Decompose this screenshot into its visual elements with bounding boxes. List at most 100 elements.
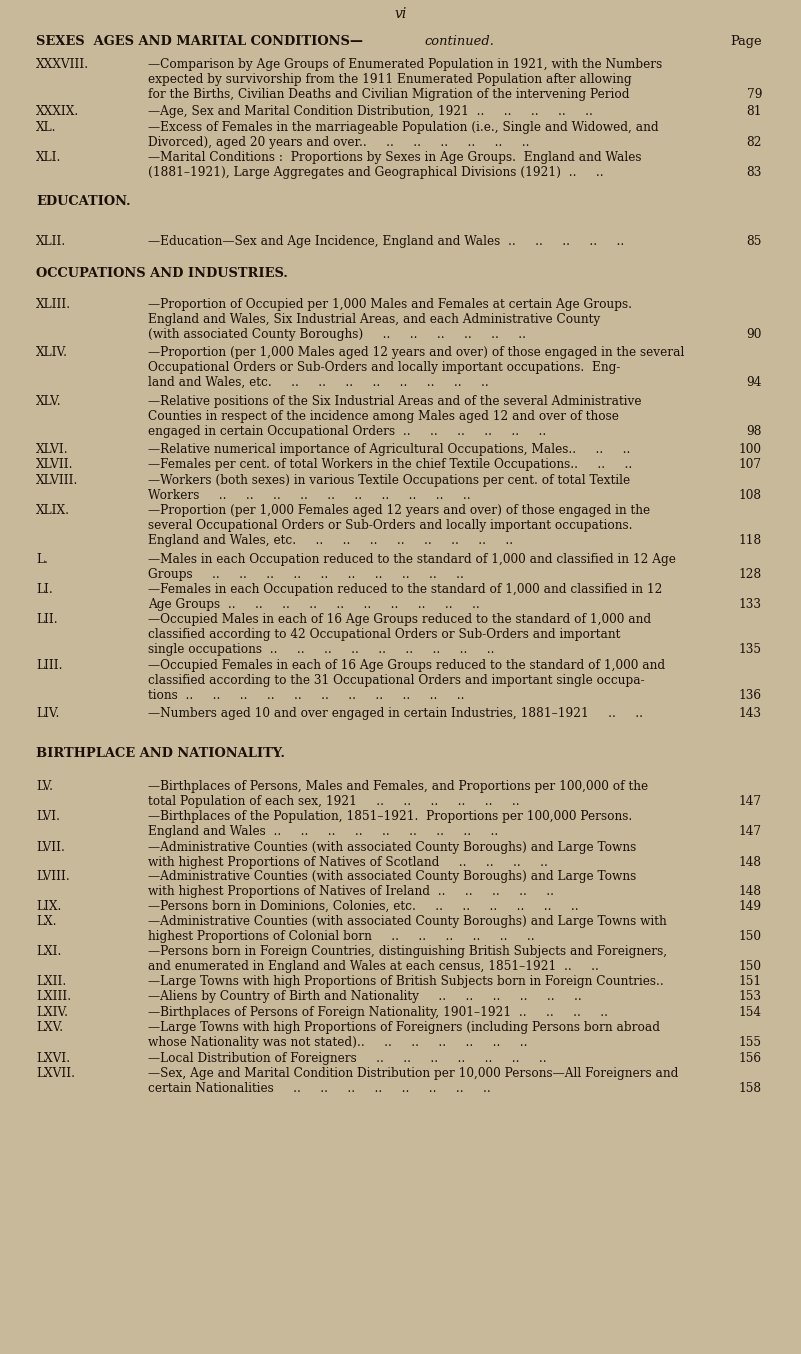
- Text: 81: 81: [747, 106, 762, 118]
- Text: for the Births, Civilian Deaths and Civilian Migration of the intervening Period: for the Births, Civilian Deaths and Civi…: [148, 88, 630, 100]
- Text: XL.: XL.: [36, 121, 57, 134]
- Text: LVI.: LVI.: [36, 810, 60, 823]
- Text: —Birthplaces of Persons of Foreign Nationality, 1901–1921  ..     ..     ..     : —Birthplaces of Persons of Foreign Natio…: [148, 1006, 608, 1020]
- Text: LXIII.: LXIII.: [36, 990, 71, 1003]
- Text: SEXES  AGES AND MARITAL CONDITIONS—: SEXES AGES AND MARITAL CONDITIONS—: [36, 35, 363, 47]
- Text: England and Wales  ..     ..     ..     ..     ..     ..     ..     ..     ..: England and Wales .. .. .. .. .. .. .. .…: [148, 825, 498, 838]
- Text: LXII.: LXII.: [36, 975, 66, 988]
- Text: 128: 128: [739, 567, 762, 581]
- Text: single occupations  ..     ..     ..     ..     ..     ..     ..     ..     ..: single occupations .. .. .. .. .. .. .. …: [148, 643, 494, 655]
- Text: 153: 153: [739, 990, 762, 1003]
- Text: 158: 158: [739, 1082, 762, 1095]
- Text: 148: 148: [739, 884, 762, 898]
- Text: 149: 149: [739, 900, 762, 913]
- Text: 118: 118: [739, 533, 762, 547]
- Text: LXVI.: LXVI.: [36, 1052, 70, 1066]
- Text: highest Proportions of Colonial born     ..     ..     ..     ..     ..     ..: highest Proportions of Colonial born .. …: [148, 930, 534, 942]
- Text: LX.: LX.: [36, 915, 57, 927]
- Text: —Relative positions of the Six Industrial Areas and of the several Administrativ: —Relative positions of the Six Industria…: [148, 395, 642, 408]
- Text: LVII.: LVII.: [36, 841, 65, 854]
- Text: —Relative numerical importance of Agricultural Occupations, Males..     ..     .: —Relative numerical importance of Agricu…: [148, 443, 630, 456]
- Text: and enumerated in England and Wales at each census, 1851–1921  ..     ..: and enumerated in England and Wales at e…: [148, 960, 599, 972]
- Text: —Aliens by Country of Birth and Nationality     ..     ..     ..     ..     ..  : —Aliens by Country of Birth and National…: [148, 990, 582, 1003]
- Text: 83: 83: [747, 165, 762, 179]
- Text: 108: 108: [739, 489, 762, 502]
- Text: —Administrative Counties (with associated County Boroughs) and Large Towns with: —Administrative Counties (with associate…: [148, 915, 666, 927]
- Text: 107: 107: [739, 458, 762, 471]
- Text: —Proportion (per 1,000 Females aged 12 years and over) of those engaged in the: —Proportion (per 1,000 Females aged 12 y…: [148, 504, 650, 517]
- Text: Occupational Orders or Sub-Orders and locally important occupations.  Eng-: Occupational Orders or Sub-Orders and lo…: [148, 360, 621, 374]
- Text: Age Groups  ..     ..     ..     ..     ..     ..     ..     ..     ..     ..: Age Groups .. .. .. .. .. .. .. .. .. ..: [148, 598, 480, 611]
- Text: several Occupational Orders or Sub-Orders and locally important occupations.: several Occupational Orders or Sub-Order…: [148, 519, 633, 532]
- Text: certain Nationalities     ..     ..     ..     ..     ..     ..     ..     ..: certain Nationalities .. .. .. .. .. .. …: [148, 1082, 491, 1095]
- Text: EDUCATION.: EDUCATION.: [36, 195, 131, 209]
- Text: 147: 147: [739, 795, 762, 808]
- Text: XLIV.: XLIV.: [36, 347, 68, 359]
- Text: engaged in certain Occupational Orders  ..     ..     ..     ..     ..     ..: engaged in certain Occupational Orders .…: [148, 425, 546, 437]
- Text: LVIII.: LVIII.: [36, 871, 70, 883]
- Text: —Proportion of Occupied per 1,000 Males and Females at certain Age Groups.: —Proportion of Occupied per 1,000 Males …: [148, 298, 632, 311]
- Text: 148: 148: [739, 856, 762, 869]
- Text: XLVI.: XLVI.: [36, 443, 69, 456]
- Text: —Occupied Males in each of 16 Age Groups reduced to the standard of 1,000 and: —Occupied Males in each of 16 Age Groups…: [148, 613, 651, 626]
- Text: (with associated County Boroughs)     ..     ..     ..     ..     ..     ..: (with associated County Boroughs) .. .. …: [148, 328, 526, 341]
- Text: XLVII.: XLVII.: [36, 458, 74, 471]
- Text: 150: 150: [739, 930, 762, 942]
- Text: Divorced), aged 20 years and over..     ..     ..     ..     ..     ..     ..: Divorced), aged 20 years and over.. .. .…: [148, 135, 529, 149]
- Text: —Age, Sex and Marital Condition Distribution, 1921  ..     ..     ..     ..     : —Age, Sex and Marital Condition Distribu…: [148, 106, 593, 118]
- Text: Counties in respect of the incidence among Males aged 12 and over of those: Counties in respect of the incidence amo…: [148, 410, 619, 422]
- Text: classified according to 42 Occupational Orders or Sub-Orders and important: classified according to 42 Occupational …: [148, 628, 621, 640]
- Text: England and Wales, Six Industrial Areas, and each Administrative County: England and Wales, Six Industrial Areas,…: [148, 313, 600, 326]
- Text: —Persons born in Dominions, Colonies, etc.     ..     ..     ..     ..     ..   : —Persons born in Dominions, Colonies, et…: [148, 900, 578, 913]
- Text: —Males in each Occupation reduced to the standard of 1,000 and classified in 12 : —Males in each Occupation reduced to the…: [148, 552, 676, 566]
- Text: with highest Proportions of Natives of Scotland     ..     ..     ..     ..: with highest Proportions of Natives of S…: [148, 856, 548, 869]
- Text: 133: 133: [739, 598, 762, 611]
- Text: —Birthplaces of Persons, Males and Females, and Proportions per 100,000 of the: —Birthplaces of Persons, Males and Femal…: [148, 780, 648, 793]
- Text: OCCUPATIONS AND INDUSTRIES.: OCCUPATIONS AND INDUSTRIES.: [36, 267, 288, 280]
- Text: —Administrative Counties (with associated County Boroughs) and Large Towns: —Administrative Counties (with associate…: [148, 841, 636, 854]
- Text: LXI.: LXI.: [36, 945, 62, 959]
- Text: (1881–1921), Large Aggregates and Geographical Divisions (1921)  ..     ..: (1881–1921), Large Aggregates and Geogra…: [148, 165, 604, 179]
- Text: 143: 143: [739, 707, 762, 720]
- Text: —Females in each Occupation reduced to the standard of 1,000 and classified in 1: —Females in each Occupation reduced to t…: [148, 584, 662, 596]
- Text: Groups     ..     ..     ..     ..     ..     ..     ..     ..     ..     ..: Groups .. .. .. .. .. .. .. .. .. ..: [148, 567, 464, 581]
- Text: —Administrative Counties (with associated County Boroughs) and Large Towns: —Administrative Counties (with associate…: [148, 871, 636, 883]
- Text: land and Wales, etc.     ..     ..     ..     ..     ..     ..     ..     ..: land and Wales, etc. .. .. .. .. .. .. .…: [148, 375, 489, 389]
- Text: 90: 90: [747, 328, 762, 341]
- Text: —Proportion (per 1,000 Males aged 12 years and over) of those engaged in the sev: —Proportion (per 1,000 Males aged 12 yea…: [148, 347, 684, 359]
- Text: LXV.: LXV.: [36, 1021, 63, 1034]
- Text: expected by survivorship from the 1911 Enumerated Population after allowing: expected by survivorship from the 1911 E…: [148, 73, 632, 85]
- Text: 100: 100: [739, 443, 762, 456]
- Text: XLIII.: XLIII.: [36, 298, 71, 311]
- Text: 150: 150: [739, 960, 762, 972]
- Text: —Comparison by Age Groups of Enumerated Population in 1921, with the Numbers: —Comparison by Age Groups of Enumerated …: [148, 58, 662, 70]
- Text: 156: 156: [739, 1052, 762, 1066]
- Text: 98: 98: [747, 425, 762, 437]
- Text: —Females per cent. of total Workers in the chief Textile Occupations..     ..   : —Females per cent. of total Workers in t…: [148, 458, 632, 471]
- Text: —Local Distribution of Foreigners     ..     ..     ..     ..     ..     ..     : —Local Distribution of Foreigners .. .. …: [148, 1052, 546, 1066]
- Text: —Large Towns with high Proportions of Foreigners (including Persons born abroad: —Large Towns with high Proportions of Fo…: [148, 1021, 660, 1034]
- Text: —Numbers aged 10 and over engaged in certain Industries, 1881–1921     ..     ..: —Numbers aged 10 and over engaged in cer…: [148, 707, 643, 720]
- Text: 151: 151: [739, 975, 762, 988]
- Text: LIII.: LIII.: [36, 659, 62, 672]
- Text: —Occupied Females in each of 16 Age Groups reduced to the standard of 1,000 and: —Occupied Females in each of 16 Age Grou…: [148, 659, 665, 672]
- Text: —Workers (both sexes) in various Textile Occupations per cent. of total Textile: —Workers (both sexes) in various Textile…: [148, 474, 630, 487]
- Text: 147: 147: [739, 825, 762, 838]
- Text: LIV.: LIV.: [36, 707, 59, 720]
- Text: total Population of each sex, 1921     ..     ..     ..     ..     ..     ..: total Population of each sex, 1921 .. ..…: [148, 795, 520, 808]
- Text: XLIX.: XLIX.: [36, 504, 70, 517]
- Text: vi: vi: [394, 7, 407, 22]
- Text: LII.: LII.: [36, 613, 58, 626]
- Text: —Persons born in Foreign Countries, distinguishing British Subjects and Foreigne: —Persons born in Foreign Countries, dist…: [148, 945, 667, 959]
- Text: whose Nationality was not stated)..     ..     ..     ..     ..     ..     ..: whose Nationality was not stated).. .. .…: [148, 1036, 528, 1049]
- Text: XXXVIII.: XXXVIII.: [36, 58, 89, 70]
- Text: XLVIII.: XLVIII.: [36, 474, 78, 487]
- Text: XLII.: XLII.: [36, 236, 66, 248]
- Text: continued.: continued.: [424, 35, 494, 47]
- Text: —Excess of Females in the marriageable Population (i.e., Single and Widowed, and: —Excess of Females in the marriageable P…: [148, 121, 658, 134]
- Text: —Birthplaces of the Population, 1851–1921.  Proportions per 100,000 Persons.: —Birthplaces of the Population, 1851–192…: [148, 810, 632, 823]
- Text: —Marital Conditions :  Proportions by Sexes in Age Groups.  England and Wales: —Marital Conditions : Proportions by Sex…: [148, 152, 642, 164]
- Text: 155: 155: [739, 1036, 762, 1049]
- Text: —Sex, Age and Marital Condition Distribution per 10,000 Persons—All Foreigners a: —Sex, Age and Marital Condition Distribu…: [148, 1067, 678, 1080]
- Text: XLV.: XLV.: [36, 395, 62, 408]
